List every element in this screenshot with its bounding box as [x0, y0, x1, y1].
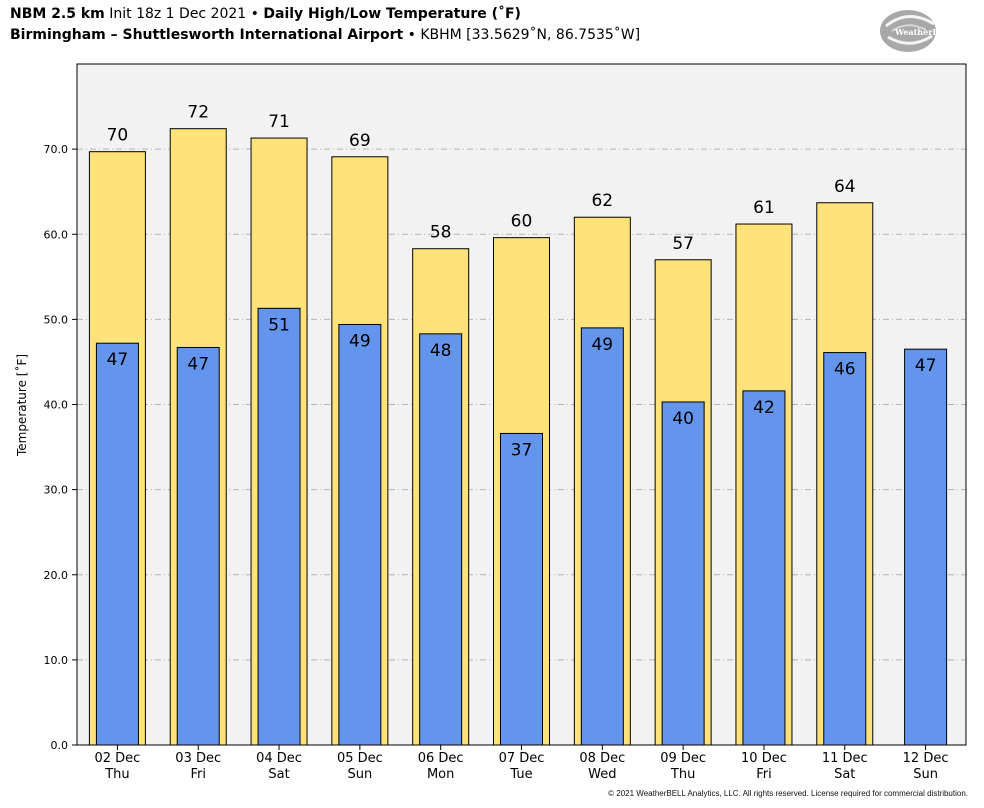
copyright-notice: © 2021 WeatherBELL Analytics, LLC. All r…	[608, 789, 968, 798]
high-temp-label: 64	[834, 177, 856, 197]
low-temp-bar	[176, 346, 220, 746]
y-tick-label: 0.0	[51, 739, 69, 752]
low-temp-bar	[823, 352, 867, 746]
low-temp-label: 49	[591, 335, 613, 355]
axes: 0.010.020.030.040.050.060.070.002 DecThu…	[44, 143, 949, 782]
x-tick-label-day: Sun	[347, 767, 372, 782]
low-temp-label: 47	[107, 350, 129, 370]
chart-title-line-1: NBM 2.5 km Init 18z 1 Dec 2021 • Daily H…	[10, 6, 521, 22]
y-tick-label: 10.0	[44, 654, 69, 667]
init-time: Init 18z 1 Dec 2021	[109, 6, 247, 22]
data-labels: 70 47 72 47 71 51 69 49 58 48 60 37 62 49 57 40 61 42 64 46…	[107, 103, 937, 461]
low-temp-bar	[500, 432, 543, 746]
high-temp-label: 61	[753, 198, 775, 218]
high-temp-label: 72	[187, 103, 209, 123]
x-tick-label-day: Sun	[913, 767, 938, 782]
x-tick-label-day: Tue	[509, 767, 532, 782]
y-tick-label: 70.0	[44, 143, 69, 156]
y-tick-label: 40.0	[44, 399, 69, 412]
low-temp-label: 48	[430, 341, 452, 361]
station-separator: •	[407, 27, 416, 43]
low-temp-bar	[419, 333, 463, 746]
chart-title-line-2: Birmingham – Shuttlesworth International…	[10, 27, 640, 43]
low-temp-label: 37	[511, 440, 533, 460]
low-temp-label: 46	[834, 360, 856, 380]
low-temp-label: 47	[915, 356, 937, 376]
x-tick-label-date: 11 Dec	[822, 751, 868, 766]
x-tick-label-day: Fri	[190, 767, 206, 782]
high-temp-label: 62	[591, 191, 613, 211]
bars	[88, 128, 948, 746]
x-tick-label-date: 10 Dec	[741, 751, 787, 766]
x-tick-label-day: Sat	[834, 767, 855, 782]
weatherbell-logo: WeatherBELL	[880, 10, 957, 52]
low-temp-bar	[580, 327, 624, 746]
x-tick-label-day: Thu	[104, 767, 129, 782]
y-tick-label: 30.0	[44, 484, 69, 497]
high-temp-label: 69	[349, 131, 371, 151]
x-tick-label-date: 05 Dec	[337, 751, 383, 766]
station-id: KBHM [33.5629˚N, 86.7535˚W]	[420, 27, 641, 43]
x-tick-label-date: 02 Dec	[94, 751, 140, 766]
low-temp-bar	[338, 323, 382, 746]
station-name: Birmingham – Shuttlesworth International…	[10, 27, 404, 43]
y-tick-label: 60.0	[44, 228, 69, 241]
y-axis-label: Temperature [˚F]	[14, 354, 29, 457]
x-tick-label-day: Wed	[588, 767, 616, 782]
low-temp-bar	[661, 401, 705, 746]
low-temp-label: 40	[672, 409, 694, 429]
low-temp-label: 42	[753, 398, 775, 418]
low-temp-label: 49	[349, 331, 371, 351]
model-name: NBM 2.5 km	[10, 6, 105, 22]
low-temp-bar	[95, 342, 139, 746]
x-tick-label-day: Sat	[268, 767, 289, 782]
low-temp-bar	[257, 307, 301, 746]
logo-wordmark: WeatherBELL	[894, 27, 957, 37]
high-temp-label: 57	[672, 234, 694, 254]
y-tick-label: 50.0	[44, 313, 69, 326]
low-temp-bar	[742, 390, 786, 746]
title-separator: •	[250, 6, 259, 22]
x-tick-label-date: 08 Dec	[579, 751, 625, 766]
product-name: Daily High/Low Temperature (˚F)	[263, 6, 521, 22]
y-tick-label: 20.0	[44, 569, 69, 582]
x-tick-label-date: 04 Dec	[256, 751, 302, 766]
low-temp-bar	[904, 348, 948, 746]
x-tick-label-date: 09 Dec	[660, 751, 706, 766]
high-temp-label: 58	[430, 223, 452, 243]
x-tick-label-day: Mon	[427, 767, 454, 782]
x-tick-label-date: 12 Dec	[903, 751, 949, 766]
high-temp-label: 60	[511, 212, 533, 232]
x-tick-label-day: Fri	[756, 767, 772, 782]
x-tick-label-date: 07 Dec	[499, 751, 545, 766]
low-temp-label: 47	[187, 354, 209, 374]
x-tick-label-day: Thu	[670, 767, 695, 782]
low-temp-label: 51	[268, 315, 290, 335]
high-temp-label: 70	[107, 126, 129, 146]
high-temp-label: 71	[268, 112, 290, 132]
x-tick-label-date: 03 Dec	[175, 751, 221, 766]
x-tick-label-date: 06 Dec	[418, 751, 464, 766]
